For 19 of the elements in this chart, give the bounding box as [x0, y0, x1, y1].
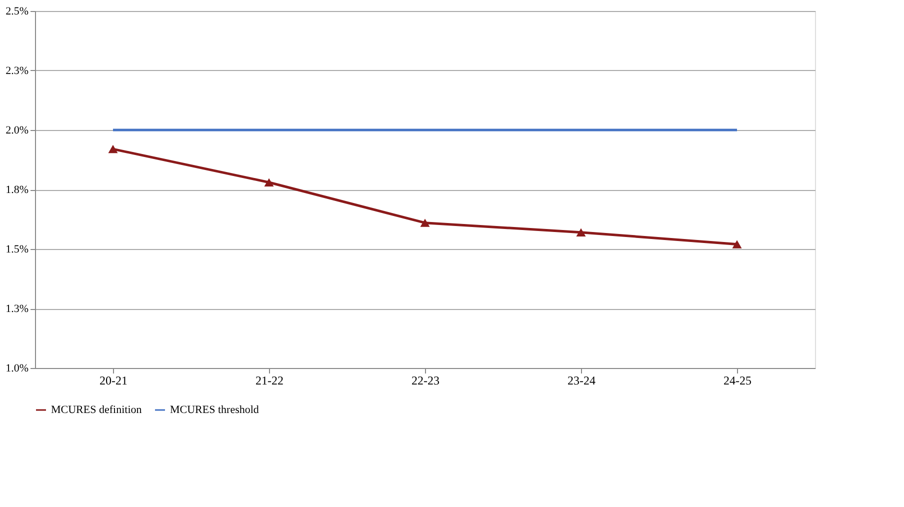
y-tick-label: 1.0%: [6, 362, 28, 374]
x-tick-label: 20-21: [100, 374, 128, 388]
y-tick-label: 1.8%: [6, 184, 28, 196]
y-tick-label: 2.3%: [6, 65, 28, 77]
point: [264, 178, 274, 186]
x-tick-label: 21-22: [256, 374, 284, 388]
x-tick-label: 23-24: [568, 374, 596, 388]
y-tick-label: 2.0%: [6, 124, 28, 136]
y-tick-label: 2.5%: [6, 6, 28, 18]
point: [732, 240, 742, 248]
y-tick-label: 1.5%: [6, 244, 28, 256]
legend-label: MCURES threshold: [170, 404, 260, 416]
point: [420, 218, 430, 227]
y-tick-label: 1.3%: [6, 303, 28, 315]
point: [108, 144, 118, 154]
legend-label: MCURES definition: [51, 404, 142, 416]
x-tick-label: 24-25: [724, 374, 752, 388]
x-tick-label: 22-23: [412, 374, 440, 388]
point: [576, 228, 586, 236]
